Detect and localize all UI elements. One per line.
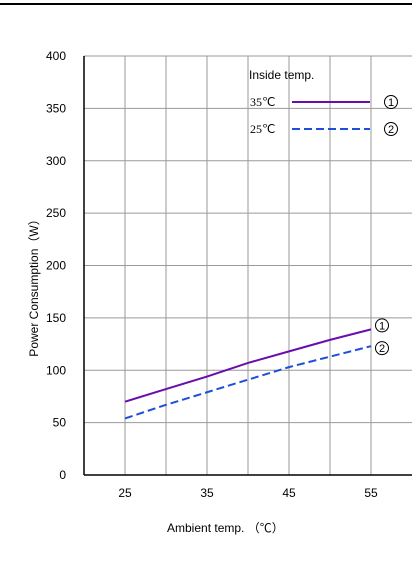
y-tick-label: 300 <box>46 154 66 168</box>
x-tick-label: 45 <box>282 486 296 500</box>
y-tick-label: 50 <box>53 416 67 430</box>
legend-marker-number: 2 <box>388 124 394 136</box>
series-line-2 <box>124 345 372 420</box>
legend-marker-circle <box>384 95 398 109</box>
legend-marker-circle <box>384 122 398 136</box>
grid <box>83 55 412 476</box>
y-axis-label: Power Consumption（W） <box>27 213 41 356</box>
series-end-markers: 12 <box>375 318 389 356</box>
y-tick-label: 0 <box>59 468 66 482</box>
legend-label: 25℃ <box>250 122 275 136</box>
x-axis-label: Ambient temp. （℃） <box>167 521 284 535</box>
legend-title: Inside temp. <box>249 68 314 82</box>
legend-label: 35℃ <box>250 95 275 109</box>
y-tick-label: 100 <box>46 363 66 377</box>
x-tick-label: 55 <box>364 486 378 500</box>
y-tick-label: 150 <box>46 311 66 325</box>
end-marker-number: 1 <box>379 320 385 332</box>
x-tick-label: 35 <box>200 486 214 500</box>
series-lines <box>124 328 372 420</box>
y-tick-label: 250 <box>46 206 66 220</box>
series-line-1 <box>124 328 372 403</box>
x-tick-label: 25 <box>118 486 132 500</box>
y-tick-label: 400 <box>46 49 66 63</box>
y-tick-label: 200 <box>46 259 66 273</box>
y-tick-labels: 0 50 100 150 200 250 300 350 400 <box>46 49 66 482</box>
x-tick-labels: 25 35 45 55 <box>118 486 378 500</box>
end-marker-circle <box>375 318 389 333</box>
end-marker-circle <box>375 341 389 356</box>
y-tick-label: 350 <box>46 101 66 115</box>
end-marker-number: 2 <box>379 343 385 355</box>
legend-marker-number: 1 <box>388 97 394 109</box>
legend: Inside temp. 35℃ 1 25℃ 2 <box>249 68 398 136</box>
top-rule <box>0 3 412 5</box>
